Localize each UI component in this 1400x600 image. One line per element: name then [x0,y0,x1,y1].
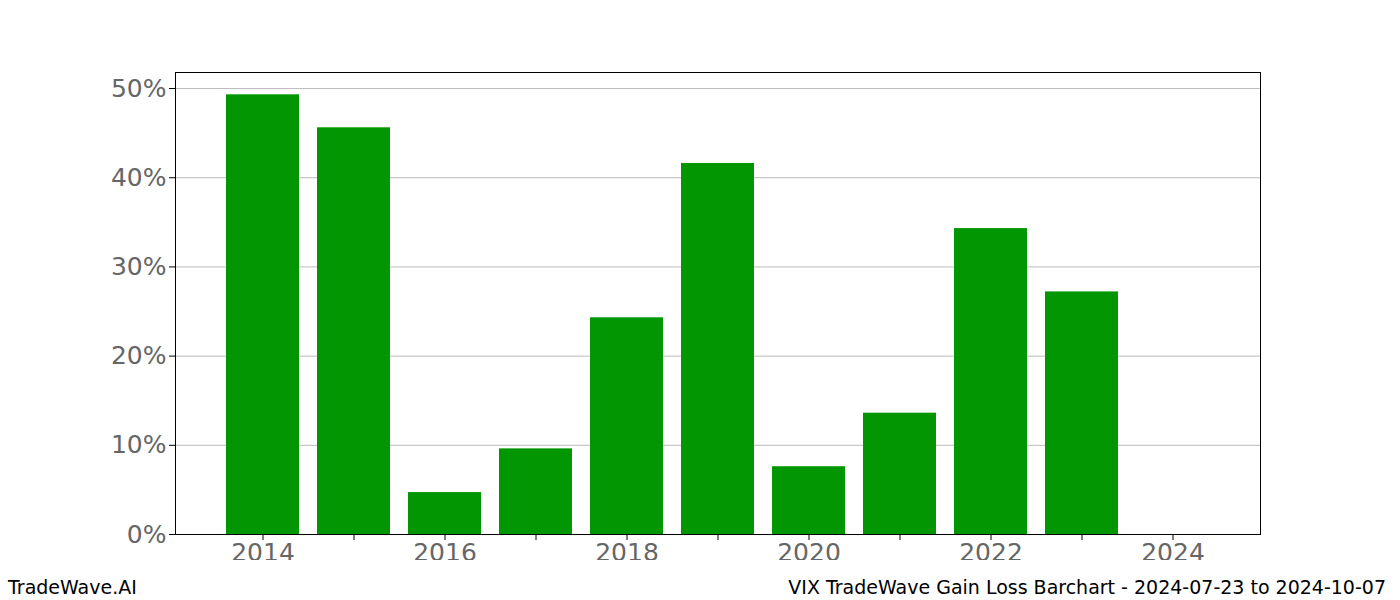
html-text:TradeWave.AI: TradeWave.AI [8,576,137,598]
svg-text:2024: 2024 [1141,538,1205,560]
svg-text:20%: 20% [111,341,167,370]
svg-text:2020: 2020 [777,538,841,560]
svg-text:2022: 2022 [959,538,1023,560]
svg-text:2018: 2018 [595,538,659,560]
svg-text:50%: 50% [111,74,167,103]
html-text:VIX TradeWave Gain Loss Barcha: VIX TradeWave Gain Loss Barchart - 2024-… [788,576,1386,598]
svg-text:10%: 10% [111,430,167,459]
svg-text:30%: 30% [111,252,167,281]
svg-text:0%: 0% [127,520,167,549]
svg-text:2014: 2014 [231,538,295,560]
svg-text:2016: 2016 [413,538,477,560]
svg-text:40%: 40% [111,163,167,192]
